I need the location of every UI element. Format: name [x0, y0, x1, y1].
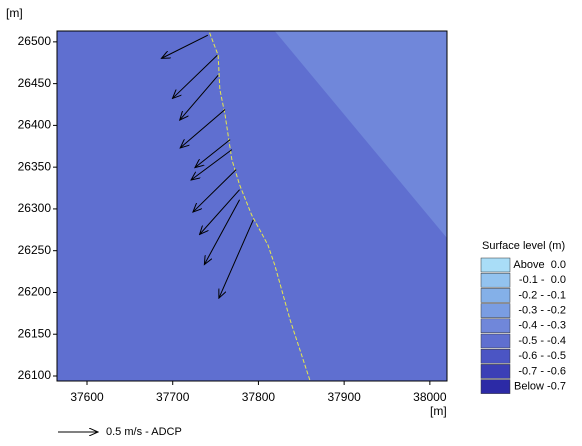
velocity-arrow — [200, 189, 240, 235]
y-tick-label: 26100 — [18, 368, 52, 382]
legend-title: Surface level (m) — [482, 240, 565, 252]
legend: Surface level (m) Above 0.0 -0.1 - 0.0 -0.2… — [480, 240, 566, 394]
x-axis-label: [m] — [430, 404, 447, 418]
velocity-arrow — [191, 149, 233, 180]
y-tick-label: 26150 — [18, 326, 52, 340]
x-tick-label: 37900 — [327, 390, 361, 404]
y-tick-label: 26500 — [18, 34, 52, 48]
plot-frame — [56, 30, 448, 382]
legend-swatch — [480, 257, 511, 273]
velocity-arrow — [180, 109, 226, 148]
velocity-arrow — [195, 139, 231, 168]
y-tick-label: 26450 — [18, 76, 52, 90]
x-tick-label: 37700 — [156, 390, 190, 404]
y-tick-label: 26350 — [18, 159, 52, 173]
y-tick-label: 26400 — [18, 118, 52, 132]
x-tick-label: 37600 — [70, 390, 104, 404]
contour-region — [274, 31, 447, 239]
velocity-arrow — [161, 34, 209, 58]
y-tick-label: 26300 — [18, 201, 52, 215]
legend-label: -0.1 - 0.0 — [519, 274, 566, 286]
legend-label: -0.5 - -0.4 — [518, 335, 566, 347]
legend-swatch — [480, 272, 511, 288]
legend-label: -0.6 - -0.5 — [518, 350, 566, 362]
legend-swatch — [480, 333, 511, 349]
x-tick-label: 38000 — [413, 390, 447, 404]
x-tick-label: 37800 — [242, 390, 276, 404]
legend-label: Below -0.7 — [514, 381, 566, 393]
legend-swatch — [480, 288, 511, 303]
legend-swatch — [480, 364, 511, 379]
plot-area — [161, 31, 447, 381]
scale-label: 0.5 m/s - ADCP — [106, 426, 182, 438]
y-axis-label: [m] — [6, 6, 23, 20]
legend-label: -0.2 - -0.1 — [518, 289, 566, 301]
velocity-arrow — [193, 169, 237, 212]
legend-swatch — [480, 303, 511, 318]
legend-label: -0.4 - -0.3 — [518, 320, 566, 332]
y-tick-label: 26250 — [18, 243, 52, 257]
velocity-arrow — [219, 219, 254, 298]
velocity-arrow — [204, 199, 241, 265]
legend-swatch — [480, 348, 511, 364]
velocity-arrow — [180, 74, 219, 120]
legend-label: -0.7 - -0.6 — [518, 365, 566, 377]
legend-swatch — [480, 318, 511, 334]
legend-swatch — [480, 379, 511, 394]
y-tick-label: 26200 — [18, 285, 52, 299]
velocity-arrow — [172, 54, 218, 98]
legend-label: -0.3 - -0.2 — [518, 305, 566, 317]
legend-label: Above 0.0 — [513, 259, 566, 271]
